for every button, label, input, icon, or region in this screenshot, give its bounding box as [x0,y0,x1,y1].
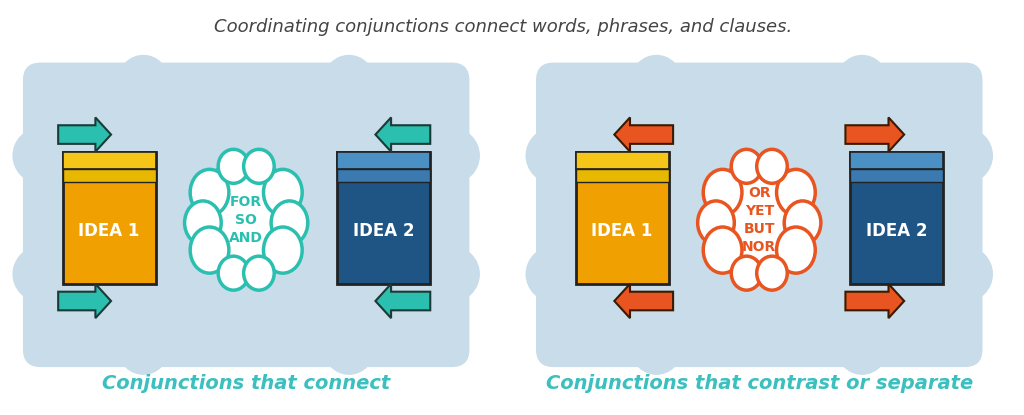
FancyBboxPatch shape [337,152,430,169]
Ellipse shape [263,169,302,215]
Circle shape [424,128,479,183]
Circle shape [325,325,374,374]
Ellipse shape [703,227,742,273]
Polygon shape [58,284,111,318]
Circle shape [632,325,681,374]
Text: OR
YET
BUT
NOR: OR YET BUT NOR [742,186,776,254]
FancyBboxPatch shape [62,152,156,284]
Circle shape [937,247,992,302]
Ellipse shape [244,149,274,183]
Circle shape [119,56,168,105]
FancyBboxPatch shape [337,152,430,284]
Polygon shape [376,284,430,318]
Circle shape [838,56,887,105]
Ellipse shape [731,149,762,183]
Polygon shape [376,117,430,152]
Ellipse shape [757,149,787,183]
Ellipse shape [196,159,297,281]
Text: Coordinating conjunctions connect words, phrases, and clauses.: Coordinating conjunctions connect words,… [214,18,792,36]
FancyBboxPatch shape [575,152,669,169]
Polygon shape [614,284,673,318]
Ellipse shape [244,256,274,290]
Ellipse shape [218,149,249,183]
FancyBboxPatch shape [337,169,430,182]
Circle shape [13,247,68,302]
Ellipse shape [184,201,221,244]
Ellipse shape [703,169,742,215]
FancyBboxPatch shape [575,152,669,284]
Polygon shape [846,284,904,318]
Circle shape [526,247,581,302]
FancyBboxPatch shape [850,152,943,169]
Polygon shape [614,117,673,152]
Circle shape [632,56,681,105]
Text: IDEA 2: IDEA 2 [352,222,414,240]
Ellipse shape [709,159,810,281]
Ellipse shape [190,169,229,215]
Ellipse shape [271,201,308,244]
Ellipse shape [731,256,762,290]
Ellipse shape [784,201,821,244]
Text: Conjunctions that contrast or separate: Conjunctions that contrast or separate [546,374,973,393]
Ellipse shape [697,201,734,244]
Ellipse shape [776,169,815,215]
Polygon shape [58,117,111,152]
Text: FOR
SO
AND: FOR SO AND [229,195,263,244]
FancyBboxPatch shape [62,169,156,182]
Ellipse shape [757,256,787,290]
Circle shape [838,325,887,374]
Text: IDEA 2: IDEA 2 [865,222,927,240]
Circle shape [325,56,374,105]
Circle shape [526,128,581,183]
Circle shape [119,325,168,374]
Text: IDEA 1: IDEA 1 [592,222,653,240]
FancyBboxPatch shape [536,63,982,367]
Circle shape [937,128,992,183]
Ellipse shape [218,256,249,290]
Circle shape [13,128,68,183]
Ellipse shape [190,227,229,273]
FancyBboxPatch shape [23,63,469,367]
Ellipse shape [776,227,815,273]
FancyBboxPatch shape [575,169,669,182]
Text: IDEA 1: IDEA 1 [79,222,140,240]
FancyBboxPatch shape [850,152,943,284]
Polygon shape [846,117,904,152]
FancyBboxPatch shape [850,169,943,182]
Circle shape [424,247,479,302]
FancyBboxPatch shape [62,152,156,169]
Ellipse shape [263,227,302,273]
Text: Conjunctions that connect: Conjunctions that connect [102,374,390,393]
